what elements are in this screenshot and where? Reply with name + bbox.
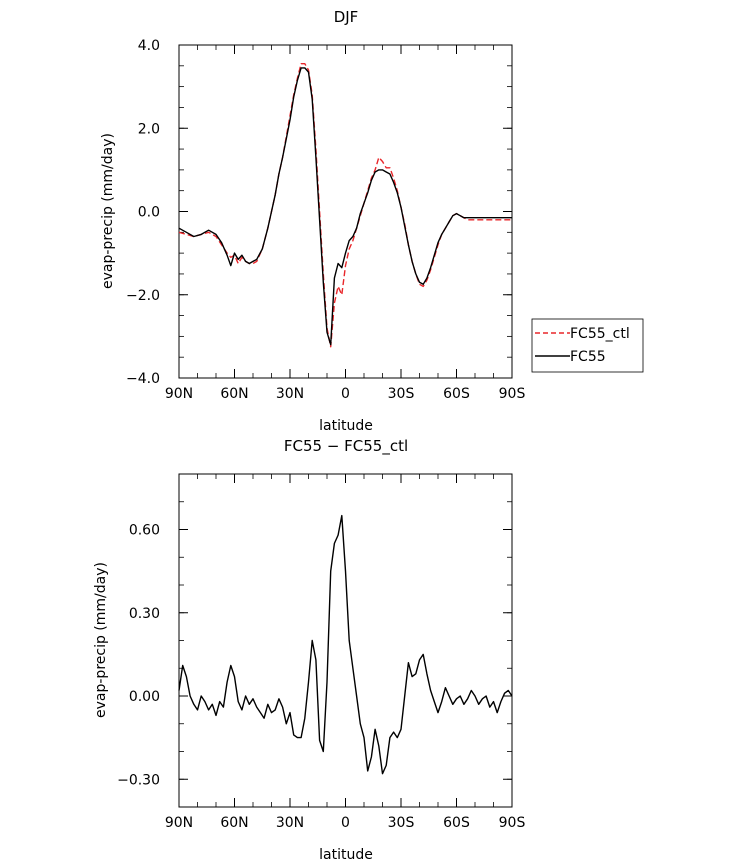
bottom-chart-title: FC55 − FC55_ctl — [284, 437, 408, 456]
top-series-fc55 — [178, 67, 512, 346]
top-ytick-label: 0.0 — [138, 205, 160, 221]
top-xtick-label: 60N — [220, 386, 248, 402]
top-chart-ylabel: evap-precip (mm/day) — [100, 133, 116, 289]
top-ytick-label: −4.0 — [126, 371, 160, 387]
bottom-xtick-label: 60S — [443, 815, 470, 831]
bottom-grid-ticks: 90N 60N 30N 0 30S 60S 90S 0.60 0.30 0.00 −0.30 — [117, 473, 526, 831]
bottom-chart-xlabel: latitude — [319, 847, 373, 863]
top-grid-ticks: 90N 60N 30N 0 30S 60S 90S 4.0 2.0 0.0 −2.0 −4.0 — [126, 38, 525, 402]
bottom-xtick-label: 90N — [165, 815, 193, 831]
top-chart-title: DJF — [334, 8, 359, 26]
bottom-chart-ylabel: evap-precip (mm/day) — [93, 562, 109, 718]
bottom-series — [178, 514, 513, 775]
bottom-xtick-label: 30N — [276, 815, 304, 831]
bottom-xtick-label: 90S — [499, 815, 526, 831]
legend-label-fc55: FC55 — [570, 349, 606, 365]
bottom-ytick-label: 0.00 — [129, 689, 160, 705]
top-xtick-label: 60S — [443, 386, 470, 402]
top-legend: FC55_ctl FC55 — [531, 318, 644, 373]
top-xtick-label: 30S — [388, 386, 415, 402]
bottom-ytick-label: 0.30 — [129, 606, 160, 622]
legend-box — [531, 318, 644, 373]
top-chart: DJF 90N 60N 30N 0 30S 60S 90S 4.0 2.0 0.0 −2.0 −4.0… — [100, 8, 644, 434]
top-ytick-label: −2.0 — [126, 288, 160, 304]
bottom-xtick-label: 60N — [220, 815, 248, 831]
top-xtick-label: 30N — [276, 386, 304, 402]
bottom-ytick-label: 0.60 — [129, 523, 160, 539]
bottom-ytick-label: −0.30 — [117, 772, 160, 788]
top-xtick-label: 90S — [499, 386, 526, 402]
bottom-series-line — [178, 514, 513, 775]
top-xtick-label: 0 — [341, 386, 350, 402]
bottom-xtick-label: 0 — [341, 815, 350, 831]
top-plot-frame — [178, 44, 513, 379]
top-series — [178, 63, 512, 348]
top-series-fc55-ctl — [178, 63, 512, 348]
legend-label-fc55-ctl: FC55_ctl — [570, 326, 630, 342]
bottom-chart: FC55 − FC55_ctl 90N 60N 30N 0 30S 60S 90S 0.60 0… — [93, 437, 525, 863]
top-ytick-label: 4.0 — [138, 38, 160, 54]
top-chart-xlabel: latitude — [319, 418, 373, 434]
top-ytick-label: 2.0 — [138, 121, 160, 137]
top-xtick-label: 90N — [165, 386, 193, 402]
bottom-plot-frame — [178, 473, 513, 808]
bottom-xtick-label: 30S — [388, 815, 415, 831]
